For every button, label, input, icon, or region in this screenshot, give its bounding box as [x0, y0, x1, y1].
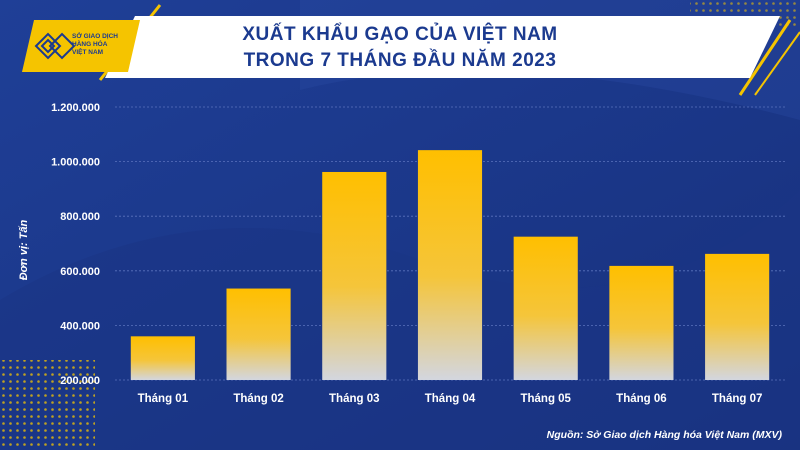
dot-pattern-left — [0, 360, 95, 450]
x-tick-label: Tháng 06 — [616, 393, 666, 405]
x-tick-label: Tháng 03 — [329, 393, 379, 405]
chart-title-line2: TRONG 7 THÁNG ĐẦU NĂM 2023 — [243, 50, 557, 71]
bar-7 — [705, 253, 770, 380]
y-tick-label: 800.000 — [60, 211, 100, 223]
logo: SỞ GIAO DỊCH HÀNG HÓA VIỆT NAM — [22, 20, 140, 72]
y-tick-label: 1.200.000 — [51, 102, 100, 114]
title-banner — [20, 16, 780, 78]
accent-stripe — [738, 19, 792, 96]
bar-1 — [130, 336, 195, 380]
logo-text-line3: VIỆT NAM — [72, 49, 104, 56]
y-tick-label: 1.000.000 — [51, 157, 100, 169]
bar-5 — [513, 236, 578, 380]
x-tick-label: Tháng 07 — [712, 393, 762, 405]
x-tick-label: Tháng 05 — [520, 393, 571, 405]
source-note: Nguồn: Sở Giao dịch Hàng hóa Việt Nam (M… — [546, 429, 782, 441]
y-tick-label: 200.000 — [60, 375, 100, 387]
bar-3 — [322, 171, 387, 380]
x-tick-label: Tháng 02 — [233, 393, 283, 405]
bar-6 — [609, 265, 674, 380]
chart-title-line1: XUẤT KHẨU GẠO CỦA VIỆT NAM — [242, 24, 558, 45]
bar-2 — [226, 288, 291, 380]
y-tick-label: 400.000 — [60, 320, 100, 332]
accent-stripe — [754, 31, 800, 96]
y-axis-label: Đơn vị: Tấn — [18, 219, 30, 281]
y-tick-label: 600.000 — [60, 266, 100, 278]
logo-text-line1: SỞ GIAO DỊCH — [72, 33, 118, 40]
bar-4 — [417, 150, 483, 380]
logo-text-line2: HÀNG HÓA — [72, 41, 108, 48]
x-tick-label: Tháng 01 — [138, 393, 189, 405]
x-tick-label: Tháng 04 — [425, 393, 476, 405]
